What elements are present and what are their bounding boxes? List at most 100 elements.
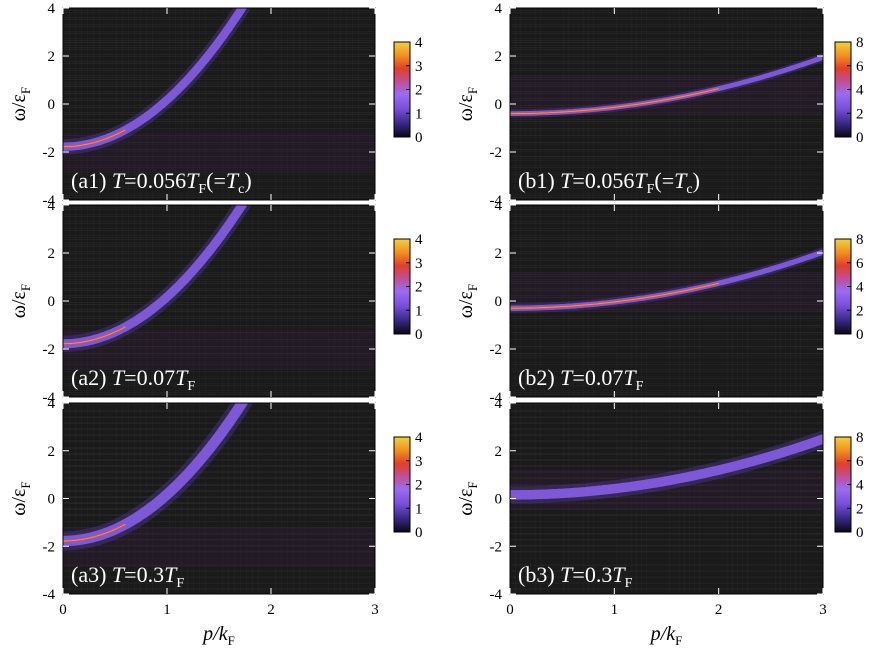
- colorbar-tick-label: 4: [415, 430, 423, 446]
- panel-a1: -4 -2 0 2 4 ω/εF (a1) T=0.056TF(=Tc) 4 3 2 1 0: [8, 1, 423, 209]
- plot-background: [510, 8, 823, 200]
- colorbar-tick-label: 4: [415, 232, 423, 248]
- colorbar-tick-label: 0: [856, 525, 864, 541]
- colorbar-tick-label: 2: [856, 501, 864, 517]
- y-axis-label: ω/εF: [455, 481, 480, 515]
- y-tick-label: 0: [495, 97, 503, 113]
- y-tick-label: 4: [48, 396, 56, 412]
- plot-background: [510, 403, 823, 594]
- colorbar: 4 3 2 1 0: [393, 430, 423, 541]
- x-tick-label: 1: [163, 602, 171, 618]
- y-tick-label: -4: [490, 193, 503, 209]
- y-tick-label: 4: [48, 1, 56, 17]
- y-tick-label: -2: [43, 342, 56, 358]
- colorbar-tick-label: 4: [856, 478, 864, 494]
- colorbar-tick-label: 2: [415, 83, 423, 99]
- colorbar: 4 3 2 1 0: [393, 35, 423, 146]
- y-tick-label: 0: [495, 492, 503, 508]
- colorbar-tick-label: 4: [415, 35, 423, 51]
- x-tick-label: 3: [819, 602, 827, 618]
- y-tick-label: -4: [43, 390, 56, 406]
- colorbar: 8 6 4 2 0: [834, 232, 864, 343]
- y-tick-label: 4: [495, 396, 503, 412]
- y-tick-label: -2: [43, 145, 56, 161]
- colorbar-tick-label: 6: [856, 256, 864, 272]
- panel-label: (a1) T=0.056TF(=Tc): [71, 168, 252, 197]
- spectral-peak-core: [63, 129, 126, 148]
- panel-label: (b2) T=0.07TF: [518, 365, 644, 394]
- colorbar-tick-label: 8: [856, 232, 864, 248]
- colorbar-tick-label: 4: [856, 83, 864, 99]
- panel-label: (a2) T=0.07TF: [71, 365, 195, 394]
- y-tick-label: -4: [43, 587, 56, 603]
- x-tick-label: 0: [59, 602, 67, 618]
- spectral-peak-core: [63, 523, 126, 542]
- y-tick-label: -4: [490, 390, 503, 406]
- colorbar-tick-label: 6: [856, 454, 864, 470]
- colorbar-tick-label: 4: [856, 280, 864, 296]
- colorbar-tick-label: 3: [415, 454, 423, 470]
- spectral-peak-curve: [510, 434, 823, 500]
- y-tick-label: 2: [48, 49, 56, 65]
- y-axis-label: ω/εF: [8, 284, 33, 318]
- y-tick-label: -4: [43, 193, 56, 209]
- colorbar-tick-label: 0: [856, 327, 864, 343]
- x-tick-label: 2: [715, 602, 723, 618]
- x-tick-label: 0: [506, 602, 514, 618]
- panel-label: (b3) T=0.3TF: [518, 562, 633, 591]
- x-axis-label: p/kF: [201, 623, 235, 648]
- y-tick-label: 2: [48, 246, 56, 262]
- y-axis-label: ω/εF: [8, 87, 33, 121]
- colorbar-tick-label: 2: [856, 106, 864, 122]
- colorbar-tick-label: 2: [415, 478, 423, 494]
- y-tick-label: 0: [48, 492, 56, 508]
- y-tick-label: 2: [495, 246, 503, 262]
- y-tick-label: 0: [48, 97, 56, 113]
- x-tick-label: 1: [611, 602, 619, 618]
- colorbar: 8 6 4 2 0: [834, 430, 864, 541]
- colorbar-tick-label: 2: [415, 280, 423, 296]
- colorbar-tick-label: 0: [415, 327, 423, 343]
- panel-label: (b1) T=0.056TF(=Tc): [518, 168, 700, 197]
- colorbar: 8 6 4 2 0: [834, 35, 864, 146]
- y-axis-label: ω/εF: [8, 481, 33, 515]
- panel-b2: -4 -2 0 2 4 ω/εF (b2) T=0.07TF 8 6 4 2 0: [455, 198, 864, 406]
- colorbar-tick-label: 2: [856, 303, 864, 319]
- y-tick-label: 2: [48, 444, 56, 460]
- panel-a2: -4 -2 0 2 4 ω/εF (a2) T=0.07TF 4 3 2 1 0: [8, 198, 423, 406]
- colorbar-tick-label: 3: [415, 59, 423, 75]
- y-tick-label: -2: [490, 145, 503, 161]
- y-tick-label: 4: [495, 1, 503, 17]
- y-tick-label: 4: [48, 198, 56, 214]
- y-tick-label: -2: [490, 342, 503, 358]
- y-tick-label: 2: [495, 49, 503, 65]
- colorbar-tick-label: 0: [856, 130, 864, 146]
- colorbar-tick-label: 3: [415, 256, 423, 272]
- x-axis-label: p/kF: [649, 623, 683, 648]
- y-axis-label: ω/εF: [455, 87, 480, 121]
- plot-background: [510, 205, 823, 397]
- spectral-peak-core: [63, 326, 126, 345]
- y-tick-label: 0: [48, 294, 56, 310]
- colorbar-tick-label: 6: [856, 59, 864, 75]
- y-axis-label: ω/εF: [455, 284, 480, 318]
- colorbar-tick-label: 8: [856, 35, 864, 51]
- y-tick-label: 4: [495, 198, 503, 214]
- colorbar-tick-label: 1: [415, 303, 423, 319]
- panel-a3: -4 -2 0 2 4 0 1 2 3 ω/εF (a3) T=0.3TF 4 3 2 1 0: [8, 396, 423, 618]
- panel-b1: -4 -2 0 2 4 ω/εF (b1) T=0.056TF(=Tc) 8 6 4 2 0: [455, 1, 864, 209]
- y-tick-label: 0: [495, 294, 503, 310]
- spectral-peak-core: [510, 282, 719, 309]
- y-tick-label: -2: [490, 539, 503, 555]
- colorbar-tick-label: 1: [415, 501, 423, 517]
- colorbar-tick-label: 0: [415, 130, 423, 146]
- colorbar: 4 3 2 1 0: [393, 232, 423, 343]
- y-tick-label: -4: [490, 587, 503, 603]
- y-tick-label: -2: [43, 539, 56, 555]
- colorbar-tick-label: 0: [415, 525, 423, 541]
- panel-b3: -4 -2 0 2 4 0 1 2 3 ω/εF (b3) T=0.3TF 8 6 4 2 0: [455, 396, 864, 618]
- y-tick-label: 2: [495, 444, 503, 460]
- spectral-peak-core: [510, 88, 719, 115]
- colorbar-tick-label: 8: [856, 430, 864, 446]
